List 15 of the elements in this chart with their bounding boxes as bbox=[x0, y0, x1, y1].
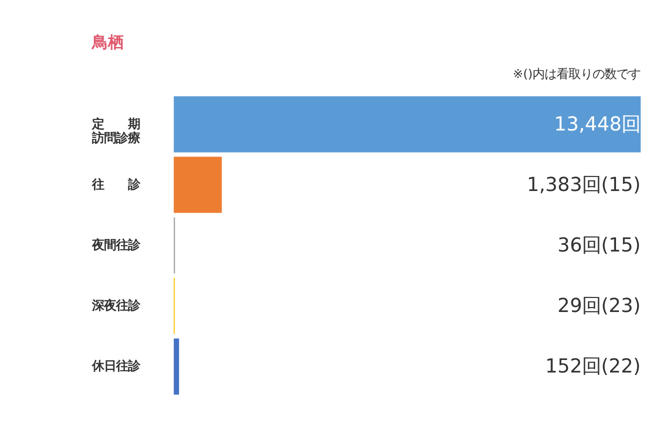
data-label: 1,383回(15) bbox=[526, 172, 641, 196]
data-label: 36回(15) bbox=[558, 234, 641, 257]
data-label: 29回(23) bbox=[558, 294, 641, 318]
data-label: 13,448回 bbox=[554, 112, 641, 136]
y-tick-label: 往 診 bbox=[91, 177, 142, 192]
y-tick-label: 定 期訪問診療 bbox=[91, 116, 140, 145]
bar bbox=[174, 156, 222, 213]
y-tick-label: 休日往診 bbox=[91, 359, 142, 374]
chart-title: 鳥栖 bbox=[91, 32, 124, 52]
bar bbox=[174, 96, 641, 152]
text: ※()内は看取りの数です bbox=[512, 67, 641, 82]
y-tick-label: 深夜往診 bbox=[91, 298, 142, 312]
y-tick-label: 夜間往診 bbox=[91, 238, 142, 252]
bar bbox=[174, 338, 180, 395]
data-label: 152回(22) bbox=[545, 354, 641, 378]
